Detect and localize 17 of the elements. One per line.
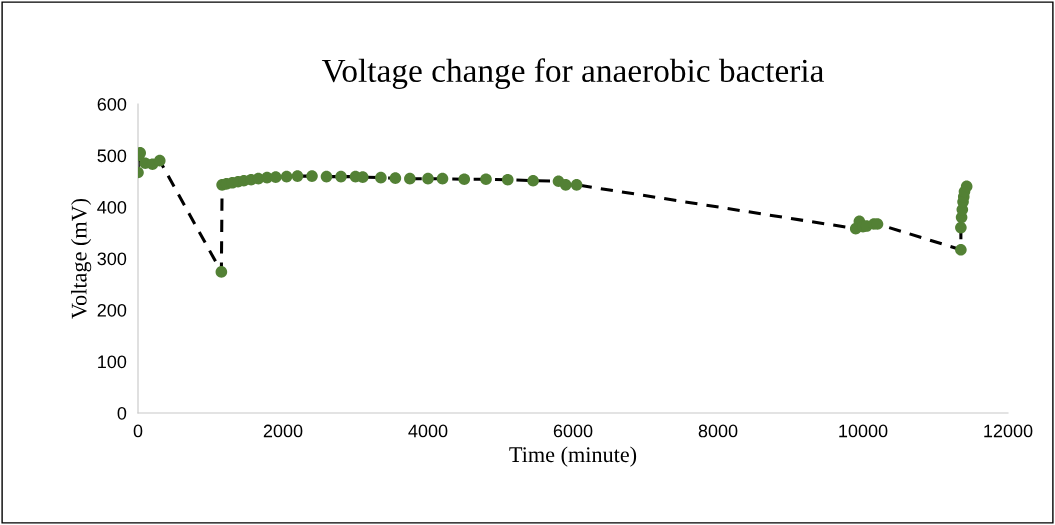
x-tick-label: 8000 — [698, 424, 738, 438]
y-tick-label: 300 — [97, 252, 127, 266]
y-tick-label: 200 — [97, 303, 127, 317]
y-tick-label: 400 — [97, 200, 127, 214]
x-axis-title: Time (minute) — [509, 446, 637, 467]
x-tick-label: 10000 — [839, 424, 888, 438]
y-tick-label: 600 — [97, 97, 127, 111]
x-tick-label: 2000 — [263, 424, 303, 438]
x-tick-label: 0 — [133, 424, 143, 438]
y-tick-label: 0 — [117, 406, 127, 420]
y-tick-label: 100 — [98, 355, 127, 369]
x-tick-label: 6000 — [553, 424, 593, 438]
x-tick-label: 12000 — [984, 424, 1033, 438]
y-axis-title: Voltage (mV) — [71, 198, 92, 319]
y-tick-label: 500 — [97, 149, 127, 163]
x-tick-label: 4000 — [408, 424, 448, 438]
chart-title: Voltage change for anaerobic bacteria — [321, 58, 824, 89]
